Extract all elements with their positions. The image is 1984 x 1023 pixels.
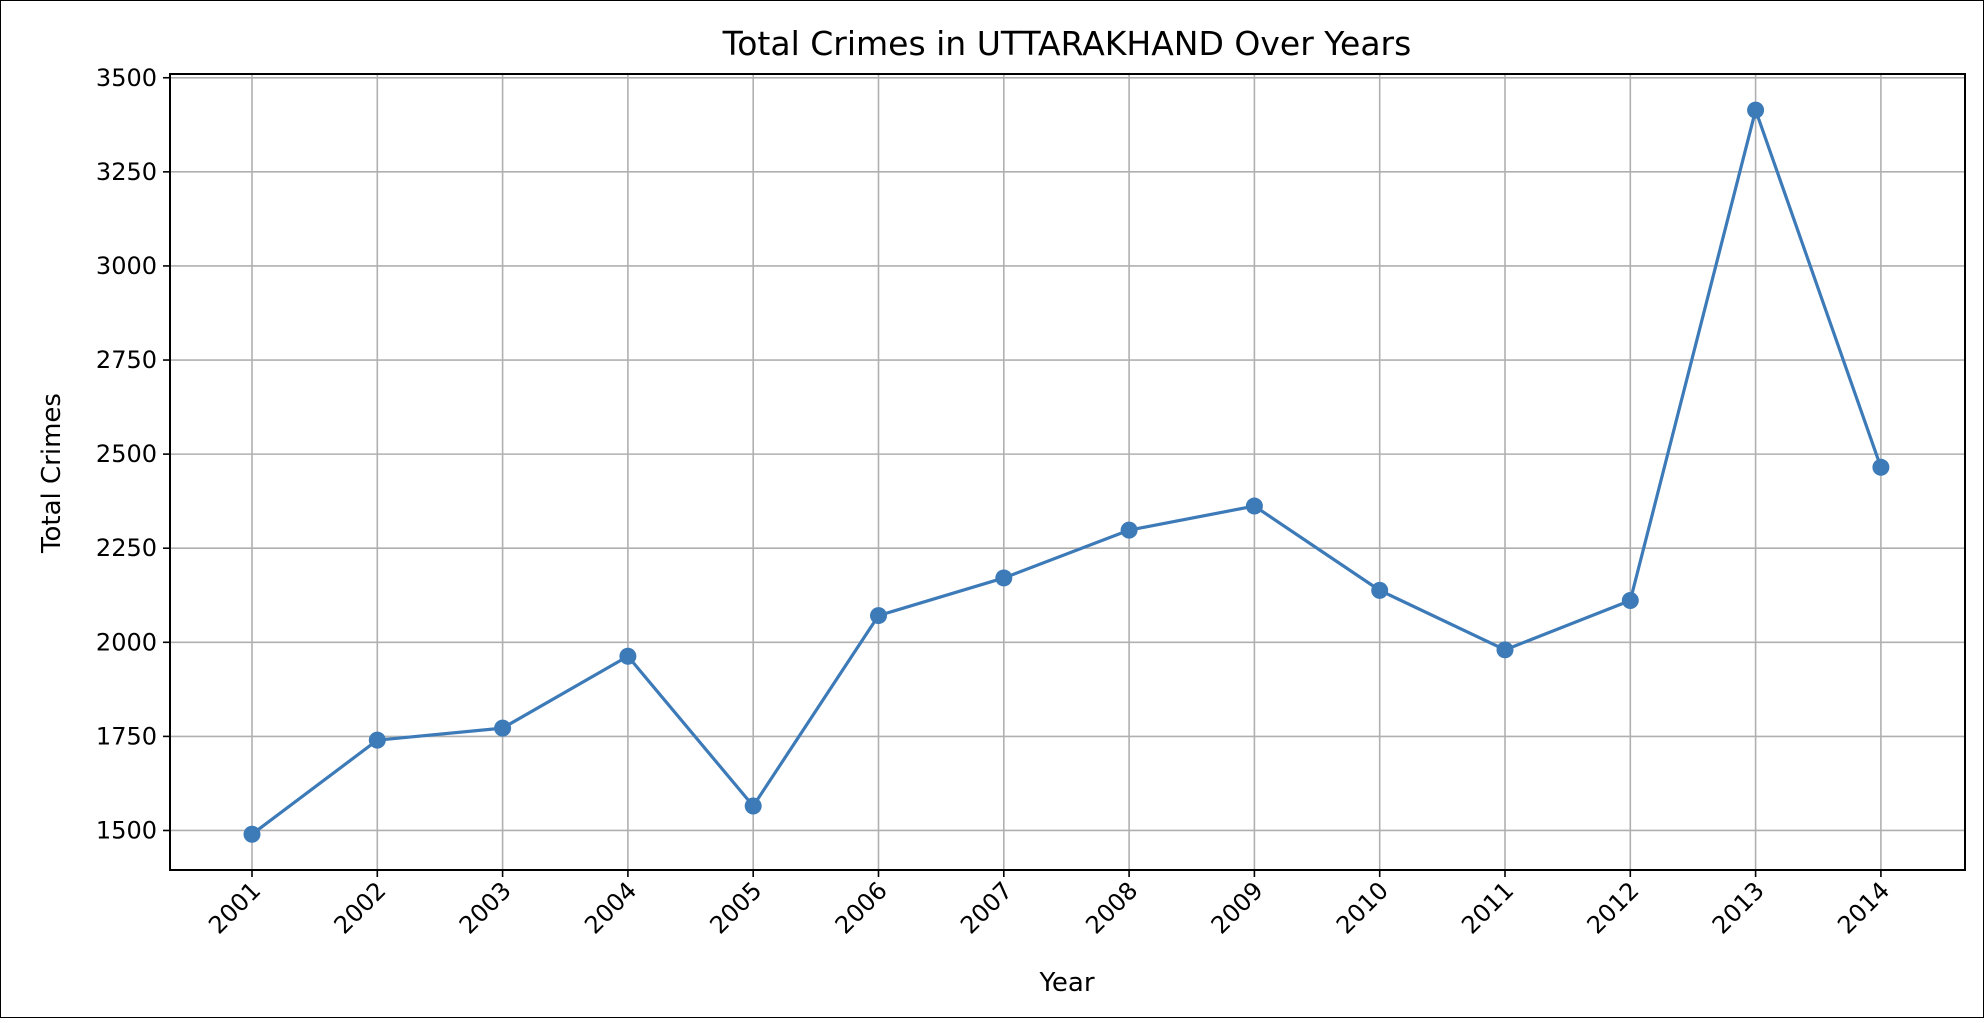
data-point-marker	[995, 569, 1013, 587]
x-tick-label: 2009	[1206, 876, 1269, 939]
axis-ticks: 2001 2002 2003 2004 2005 2006 2007 2008 2009 2010…	[96, 64, 1895, 940]
data-point-marker	[243, 825, 261, 843]
y-tick-label: 1750	[96, 722, 157, 750]
data-point-marker	[744, 797, 762, 815]
x-axis-label: Year	[1038, 968, 1094, 998]
data-point-marker	[619, 647, 637, 665]
x-tick-label: 2013	[1707, 876, 1770, 939]
data-point-marker	[1496, 641, 1514, 659]
y-tick-label: 2750	[96, 346, 157, 374]
x-tick-label: 2004	[579, 876, 642, 939]
data-point-marker	[1120, 521, 1138, 539]
series-line	[251, 108, 1883, 836]
y-axis-label: Total Crimes	[37, 393, 67, 554]
y-tick-label: 2500	[96, 440, 157, 468]
data-point-marker	[1747, 101, 1765, 119]
data-point-marker	[1621, 592, 1639, 610]
grid	[170, 74, 1965, 870]
x-tick-label: 2003	[454, 876, 517, 939]
y-tick-label: 3500	[96, 64, 157, 92]
data-point-marker	[1872, 458, 1890, 476]
data-point-marker	[1245, 497, 1263, 515]
x-tick-label: 2007	[955, 876, 1018, 939]
x-tick-label: 2005	[704, 876, 767, 939]
data-series	[243, 101, 1890, 843]
data-point-marker	[368, 731, 386, 749]
y-tick-label: 2250	[96, 534, 157, 562]
chart-title: Total Crimes in UTTARAKHAND Over Years	[722, 24, 1412, 63]
x-tick-label: 2001	[203, 876, 266, 939]
data-point-marker	[494, 719, 512, 737]
y-tick-label: 3250	[96, 158, 157, 186]
data-point-marker	[1371, 581, 1389, 599]
x-tick-label: 2011	[1456, 876, 1519, 939]
data-point-marker	[870, 607, 887, 625]
x-tick-label: 2012	[1582, 876, 1645, 939]
x-tick-label: 2008	[1080, 876, 1143, 939]
y-tick-label: 2000	[96, 628, 157, 656]
x-tick-label: 2002	[329, 876, 392, 939]
y-tick-label: 3000	[96, 252, 157, 280]
plot-area-frame	[169, 73, 1966, 871]
x-tick-label: 2014	[1832, 876, 1895, 939]
y-tick-label: 1500	[96, 816, 157, 844]
x-tick-label: 2006	[830, 876, 893, 939]
x-tick-label: 2010	[1331, 876, 1394, 939]
